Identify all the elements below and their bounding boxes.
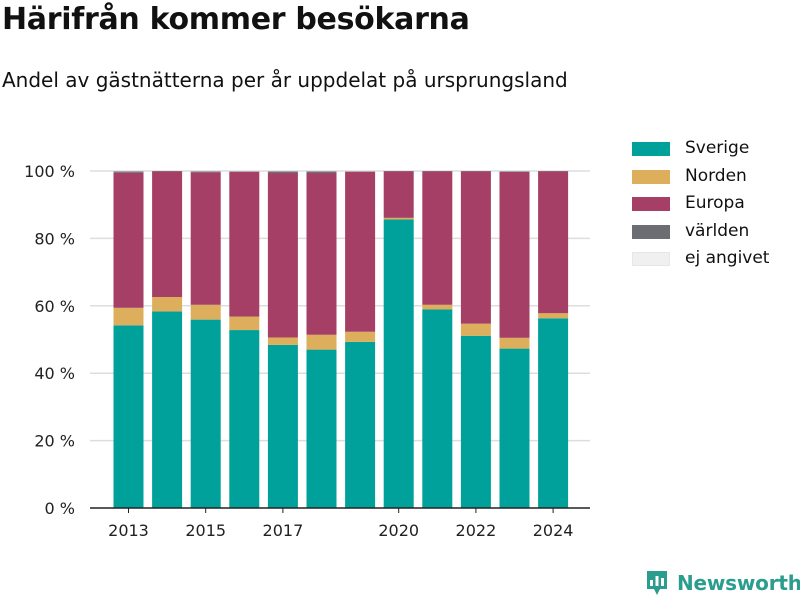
bar-varlden-2015[interactable]	[190, 171, 221, 173]
bar-varlden-2023[interactable]	[499, 171, 530, 173]
bar-europa-2015[interactable]	[190, 172, 221, 305]
legend-label: världen	[685, 220, 750, 241]
bar-europa-2024[interactable]	[538, 171, 569, 314]
bar-norden-2022[interactable]	[460, 323, 491, 336]
bar-europa-2022[interactable]	[460, 171, 491, 324]
legend-label: ej angivet	[685, 248, 770, 268]
bar-sverige-2017[interactable]	[267, 344, 298, 508]
bar-sverige-2019[interactable]	[345, 341, 376, 508]
bar-varlden-2018[interactable]	[306, 171, 337, 174]
x-tick-label: 2022	[456, 521, 497, 540]
legend-swatch	[632, 142, 670, 156]
chart-subtitle: Andel av gästnätterna per år uppdelat på…	[2, 68, 568, 92]
bar-sverige-2021[interactable]	[422, 309, 453, 508]
legend-label: Europa	[685, 193, 745, 213]
bar-europa-2021[interactable]	[422, 171, 453, 305]
bar-norden-2019[interactable]	[345, 331, 376, 342]
bar-norden-2024[interactable]	[538, 313, 569, 319]
y-tick-label: 60 %	[34, 297, 75, 316]
chart-title: Härifrån kommer besökarna	[2, 2, 470, 37]
axes: 0 % 20 % 40 % 60 % 80 % 100 % 2013 2015 2017 2020…	[24, 162, 590, 540]
y-tick-label: 100 %	[24, 162, 75, 181]
x-tick-label: 2017	[263, 521, 304, 540]
bar-sverige-2018[interactable]	[306, 349, 337, 508]
bar-sverige-2015[interactable]	[190, 319, 221, 508]
legend-swatch	[632, 169, 670, 184]
bar-norden-2018[interactable]	[306, 334, 337, 350]
bar-norden-2016[interactable]	[229, 316, 260, 331]
bar-europa-2019[interactable]	[345, 171, 376, 332]
bar-chart-location-icon	[647, 571, 667, 595]
bars	[113, 171, 569, 508]
brand-name: Newsworthy	[677, 571, 800, 595]
bar-europa-2020[interactable]	[383, 171, 414, 218]
bar-sverige-2022[interactable]	[460, 335, 491, 508]
y-tick-label: 0 %	[45, 499, 75, 518]
bar-norden-2017[interactable]	[267, 337, 298, 345]
x-tick-label: 2015	[185, 521, 226, 540]
bar-norden-2013[interactable]	[113, 307, 144, 326]
bar-varlden-2013[interactable]	[113, 171, 144, 173]
bar-sverige-2020[interactable]	[383, 219, 414, 508]
y-tick-label: 40 %	[34, 364, 75, 383]
bar-sverige-2024[interactable]	[538, 318, 569, 508]
bar-europa-2014[interactable]	[152, 171, 183, 298]
bar-norden-2020[interactable]	[383, 217, 414, 220]
bar-varlden-2017[interactable]	[267, 171, 298, 174]
legend-swatch	[632, 197, 670, 211]
legend-swatch	[632, 252, 670, 266]
x-tick-label: 2024	[533, 521, 574, 540]
bar-europa-2017[interactable]	[267, 173, 298, 338]
legend-label: Norden	[685, 165, 747, 186]
x-tick-label: 2013	[108, 521, 149, 540]
bar-sverige-2014[interactable]	[152, 311, 183, 508]
bar-sverige-2016[interactable]	[229, 330, 260, 508]
legend-swatch	[632, 224, 670, 239]
bar-sverige-2023[interactable]	[499, 348, 530, 508]
bar-norden-2023[interactable]	[499, 337, 530, 349]
bar-norden-2021[interactable]	[422, 304, 453, 310]
legend-label: Sverige	[685, 138, 750, 158]
y-tick-label: 80 %	[34, 229, 75, 248]
bar-europa-2023[interactable]	[499, 172, 530, 338]
bar-europa-2016[interactable]	[229, 171, 260, 317]
bar-europa-2018[interactable]	[306, 173, 337, 335]
bar-europa-2013[interactable]	[113, 172, 144, 308]
y-tick-label: 20 %	[34, 432, 75, 451]
bar-norden-2015[interactable]	[190, 304, 221, 320]
newsworthy-logo[interactable]: Newsworthy	[645, 568, 800, 598]
bar-sverige-2013[interactable]	[113, 325, 144, 508]
x-tick-label: 2020	[378, 521, 419, 540]
bar-norden-2014[interactable]	[152, 297, 183, 312]
